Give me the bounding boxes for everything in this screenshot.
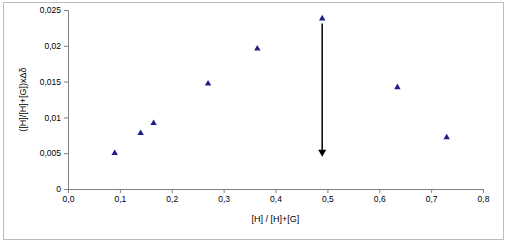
tick: 0,1 [114,189,126,204]
tick-mark [64,153,68,154]
x-axis-title: [H] / [H]+[G] [252,214,300,224]
tick: 0,8 [478,189,490,204]
tick: 0,4 [270,189,282,204]
tick-label: 0 [56,184,61,194]
tick: 0,6 [374,189,386,204]
tick-mark [172,189,173,193]
tick: 0,005 [40,148,68,158]
tick-label: 0,4 [270,194,282,204]
tick-mark [224,189,225,193]
tick-mark [276,189,277,193]
tick-mark [379,189,380,193]
tick-mark [483,189,484,193]
tick-mark [327,189,328,193]
tick-label: 0,6 [374,194,386,204]
points [111,15,449,155]
tick-label: 0,5 [322,194,334,204]
tick-label: 0,02 [44,41,61,51]
y-axis-title: ([H]/[H]+[G])xΔδ [18,67,28,131]
point [150,119,156,125]
point [394,84,400,90]
chart: 0,0 0,1 0,2 0,3 0,4 0,5 0,6 0,7 0,8 0 0,005 0,01 0,0… [0,0,507,251]
point [254,45,260,51]
tick-label: 0,01 [44,113,61,123]
tick-mark [431,189,432,193]
x-axis: 0,0 0,1 0,2 0,3 0,4 0,5 0,6 0,7 0,8 [63,189,490,204]
tick: 0,3 [218,189,230,204]
tick-mark [64,46,68,47]
tick-label: 0,3 [218,194,230,204]
tick-label: 0,005 [40,148,62,158]
tick: 0 [56,184,68,194]
tick: 0,025 [40,5,68,15]
axis-line [69,190,484,194]
tick-label: 0,7 [426,194,438,204]
chart-border [4,3,504,240]
tick-label: 0,0 [63,194,75,204]
tick-mark [64,82,68,83]
axis-line [64,11,69,190]
tick-label: 0,025 [40,5,62,15]
y-axis: 0 0,005 0,01 0,015 0,02 0,025 [40,5,69,194]
tick-mark [64,189,68,190]
tick: 0,2 [166,189,178,204]
tick-mark [64,10,68,11]
tick-mark [64,117,68,118]
point [319,15,325,21]
tick-label: 0,015 [40,77,62,87]
tick: 0,7 [426,189,438,204]
tick: 0,01 [44,113,68,123]
tick-label: 0,8 [478,194,490,204]
tick-label: 0,2 [166,194,178,204]
point [205,80,211,86]
tick: 0,02 [44,41,68,51]
tick: 0,5 [322,189,334,204]
tick-label: 0,1 [114,194,126,204]
point [137,129,143,135]
tick-mark [120,189,121,193]
tick: 0,0 [63,189,75,204]
tick: 0,015 [40,77,68,87]
plot: 0,0 0,1 0,2 0,3 0,4 0,5 0,6 0,7 0,8 0 0,005 0,01 0,0… [40,5,490,204]
point [111,149,117,155]
arrow-head [318,150,326,157]
arrow-shaft [321,24,323,151]
point [443,134,449,140]
arrow [318,24,326,157]
